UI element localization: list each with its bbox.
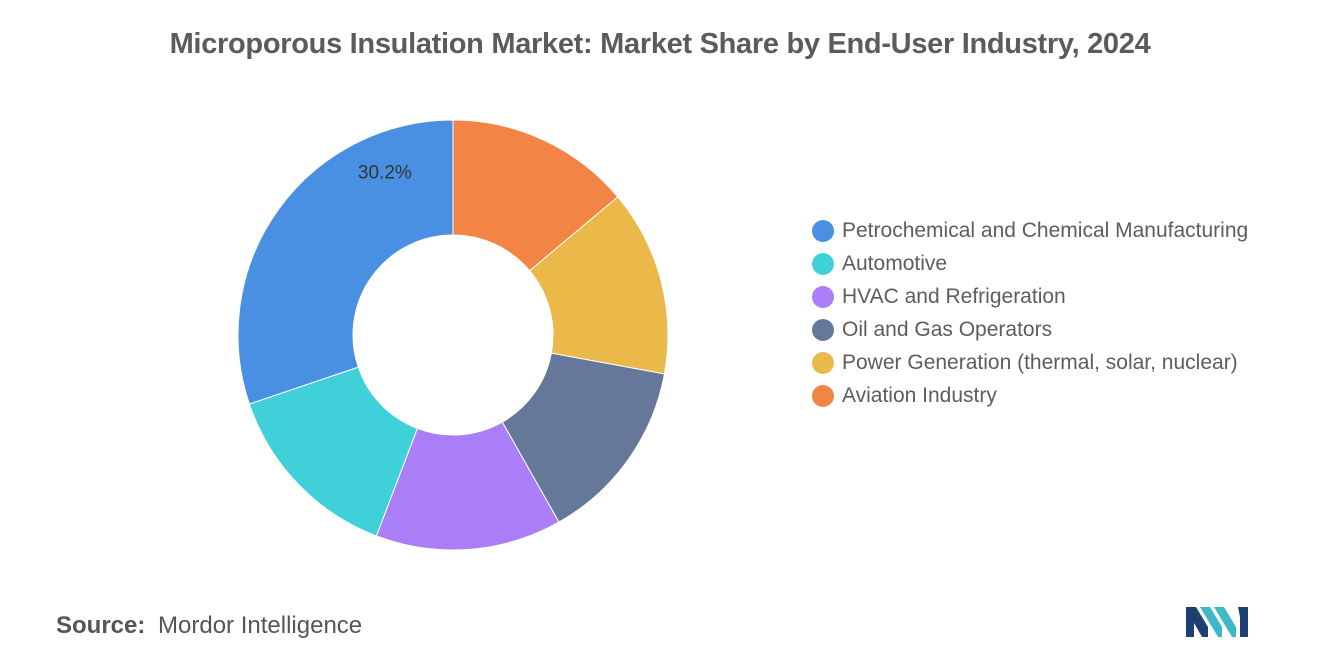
legend-label: Aviation Industry bbox=[842, 384, 997, 407]
legend-label: HVAC and Refrigeration bbox=[842, 285, 1066, 308]
legend-label: Petrochemical and Chemical Manufacturing bbox=[842, 219, 1249, 242]
chart-legend: Petrochemical and Chemical Manufacturing… bbox=[812, 218, 1292, 416]
donut-slice-oil-gas[interactable] bbox=[501, 352, 666, 523]
legend-swatch bbox=[812, 220, 834, 242]
mordor-intelligence-logo-icon bbox=[1186, 607, 1248, 637]
legend-swatch bbox=[812, 319, 834, 341]
legend-label: Oil and Gas Operators bbox=[842, 318, 1053, 341]
source-value: Mordor Intelligence bbox=[158, 612, 363, 639]
logo-shape bbox=[1200, 607, 1222, 637]
logo-shape bbox=[1238, 607, 1248, 637]
legend-item-oil-gas[interactable]: Oil and Gas Operators bbox=[812, 317, 1292, 343]
source-key: Source: bbox=[56, 612, 146, 639]
legend-item-automotive[interactable]: Automotive bbox=[812, 251, 1292, 277]
donut-slice-hvac[interactable] bbox=[375, 421, 560, 551]
logo-shape bbox=[1186, 607, 1208, 637]
logo-shape bbox=[1214, 607, 1236, 637]
donut-slice-automotive[interactable] bbox=[248, 366, 419, 537]
legend-item-petrochemical[interactable]: Petrochemical and Chemical Manufacturing bbox=[812, 218, 1292, 244]
legend-label: Power Generation (thermal, solar, nuclea… bbox=[842, 351, 1238, 374]
legend-swatch bbox=[812, 385, 834, 407]
donut-slice-power-generation[interactable] bbox=[528, 196, 669, 375]
legend-item-hvac[interactable]: HVAC and Refrigeration bbox=[812, 284, 1292, 310]
legend-item-aviation[interactable]: Aviation Industry bbox=[812, 383, 1292, 409]
legend-swatch bbox=[812, 286, 834, 308]
legend-swatch bbox=[812, 352, 834, 374]
data-label: 30.2% bbox=[358, 162, 412, 183]
donut-chart: 30.2% bbox=[237, 119, 669, 551]
donut-slice-petrochemical[interactable] bbox=[237, 119, 454, 405]
legend-swatch bbox=[812, 253, 834, 275]
legend-label: Automotive bbox=[842, 252, 948, 275]
chart-title: Microporous Insulation Market: Market Sh… bbox=[169, 28, 1151, 60]
donut-slice-aviation[interactable] bbox=[452, 119, 619, 272]
source-note: Source: Mordor Intelligence bbox=[56, 612, 362, 640]
legend-item-power-generation[interactable]: Power Generation (thermal, solar, nuclea… bbox=[812, 350, 1292, 376]
